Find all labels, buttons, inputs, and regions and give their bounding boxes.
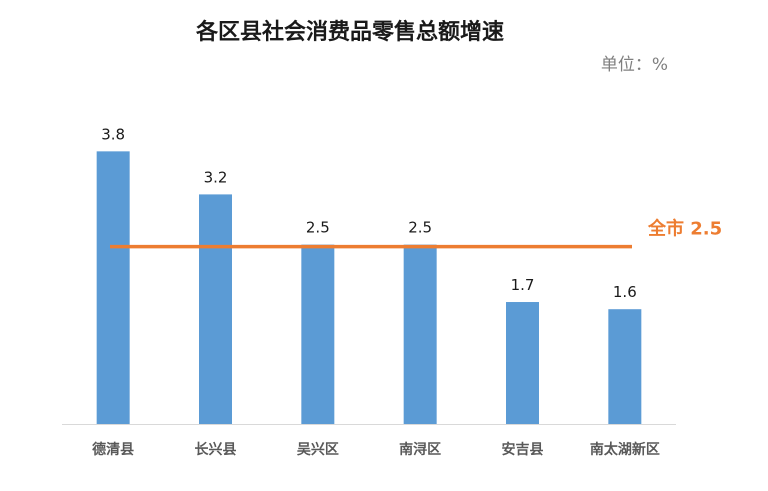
chart-title: 各区县社会消费品零售总额增速 bbox=[195, 20, 504, 45]
value-label-4: 1.7 bbox=[511, 276, 535, 294]
x-tick-label-0: 德清县 bbox=[92, 441, 134, 458]
x-tick-label-4: 安吉县 bbox=[502, 441, 544, 458]
reference-line-label: 全市 2.5 bbox=[647, 218, 722, 240]
bar-1 bbox=[199, 194, 232, 424]
value-label-3: 2.5 bbox=[408, 219, 432, 237]
bar-3 bbox=[403, 244, 437, 424]
x-tick-label-1: 长兴县 bbox=[195, 441, 237, 458]
bar-5 bbox=[608, 309, 642, 424]
bar-2 bbox=[301, 244, 335, 424]
value-label-0: 3.8 bbox=[101, 125, 125, 143]
bar-4 bbox=[506, 302, 539, 424]
x-tick-label-2: 吴兴区 bbox=[297, 441, 339, 458]
x-tick-label-3: 南浔区 bbox=[399, 441, 441, 458]
value-label-1: 3.2 bbox=[204, 168, 228, 186]
x-tick-label-5: 南太湖新区 bbox=[590, 441, 660, 458]
bar-0 bbox=[96, 151, 130, 424]
value-label-5: 1.6 bbox=[613, 283, 637, 301]
value-label-2: 2.5 bbox=[306, 219, 330, 237]
unit-label: 单位：% bbox=[600, 55, 668, 75]
